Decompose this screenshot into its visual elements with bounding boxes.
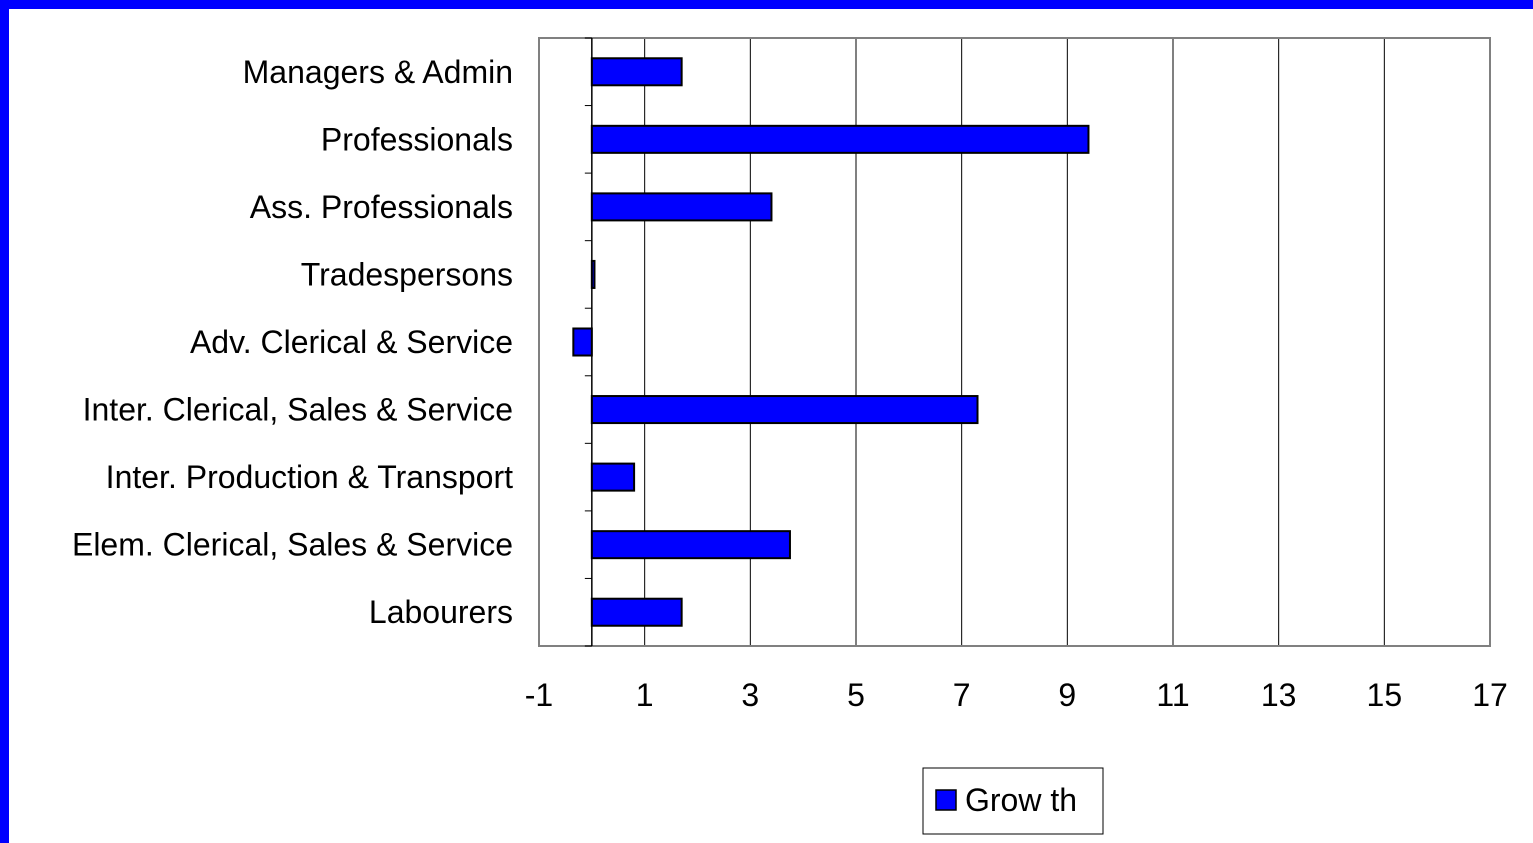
bar: [590, 192, 773, 222]
legend-label: Grow th: [965, 782, 1077, 818]
x-tick-label: 9: [1058, 677, 1076, 713]
category-label: Labourers: [369, 594, 513, 630]
category-label: Tradespersons: [301, 256, 513, 292]
category-label: Adv. Clerical & Service: [190, 324, 513, 360]
chart-frame: Managers & Admin Professionals Ass. Profes…: [9, 9, 1533, 843]
x-tick-label: 15: [1367, 677, 1403, 713]
bar-chart: Managers & Admin Professionals Ass. Profes…: [72, 37, 1508, 835]
category-label: Professionals: [321, 121, 513, 157]
x-tick-label: 5: [847, 677, 865, 713]
category-label: Inter. Production & Transport: [106, 459, 513, 495]
bar: [572, 327, 593, 357]
bar: [590, 530, 791, 560]
x-tick-label: 11: [1156, 677, 1189, 713]
category-label: Inter. Clerical, Sales & Service: [83, 392, 513, 428]
bar: [590, 462, 636, 492]
bar: [590, 395, 979, 425]
x-tick-label: 7: [953, 677, 971, 713]
category-tick-marks: [584, 37, 592, 647]
bar: [590, 124, 1090, 154]
category-label: Ass. Professionals: [250, 189, 513, 225]
x-tick-label: 3: [741, 677, 759, 713]
category-labels: Managers & Admin Professionals Ass. Profes…: [72, 54, 513, 630]
bar: [590, 57, 683, 87]
category-label: Managers & Admin: [243, 54, 513, 90]
bar: [590, 597, 683, 627]
x-tick-label: 13: [1261, 677, 1297, 713]
legend-swatch: [935, 789, 957, 811]
x-axis-tick-labels: -1 1 3 5 7 9 11 13 15 17: [525, 677, 1508, 713]
bars: [572, 57, 1090, 627]
x-tick-label: 17: [1472, 677, 1508, 713]
legend: Grow th: [922, 767, 1104, 835]
category-label: Elem. Clerical, Sales & Service: [72, 527, 513, 563]
x-tick-label: 1: [636, 677, 654, 713]
x-tick-label: -1: [525, 677, 553, 713]
plot-area-border: [538, 37, 1491, 647]
